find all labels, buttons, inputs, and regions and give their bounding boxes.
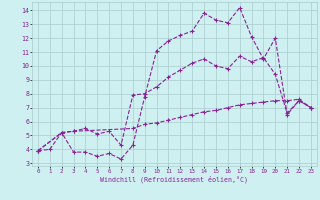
- X-axis label: Windchill (Refroidissement éolien,°C): Windchill (Refroidissement éolien,°C): [100, 175, 248, 183]
